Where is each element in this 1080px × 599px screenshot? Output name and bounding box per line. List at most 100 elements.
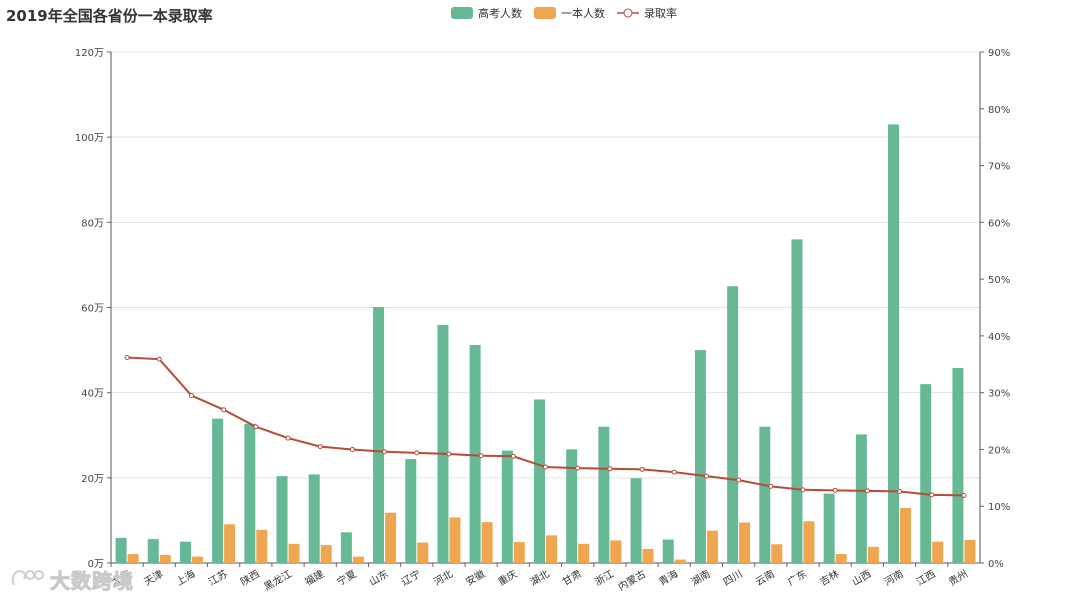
x-axis-tick-label: 青海	[656, 567, 680, 588]
bar-gaokao-renshu	[405, 459, 417, 563]
point-luqulv	[897, 488, 903, 494]
x-axis-tick-label: 甘肃	[560, 567, 584, 588]
point-luqulv	[575, 465, 581, 471]
left-axis-tick-label: 40万	[81, 389, 104, 400]
bar-gaokao-renshu	[598, 426, 610, 563]
legend-swatch	[451, 7, 473, 19]
bar-gaokao-renshu	[244, 423, 256, 563]
bar-yiben-renshu	[546, 535, 557, 563]
x-axis-tick-label: 云南	[753, 567, 777, 588]
bar-gaokao-renshu	[373, 307, 385, 563]
right-axis-tick-label: 70%	[988, 162, 1010, 173]
chart-title: 2019年全国各省份一本录取率	[6, 7, 213, 25]
legend-label: 高考人数	[478, 6, 522, 20]
legend-label: 录取率	[644, 6, 677, 20]
right-axis-tick-label: 50%	[988, 275, 1010, 286]
bar-yiben-renshu	[803, 521, 815, 563]
bar-gaokao-renshu	[823, 493, 835, 563]
bar-yiben-renshu	[674, 559, 686, 563]
legend-swatch	[534, 7, 556, 19]
point-luqulv	[317, 444, 323, 450]
left-axis-tick-label: 0万	[88, 559, 104, 570]
bar-gaokao-renshu	[469, 344, 481, 563]
bar-yiben-renshu	[739, 522, 751, 563]
bar-gaokao-renshu	[308, 474, 320, 563]
right-axis-tick-label: 20%	[988, 445, 1010, 456]
point-luqulv	[253, 424, 259, 430]
point-luqulv	[446, 451, 452, 457]
bar-gaokao-renshu	[566, 449, 578, 563]
point-luqulv	[510, 453, 516, 459]
bar-gaokao-renshu	[340, 532, 352, 563]
right-axis-tick-label: 40%	[988, 332, 1010, 343]
point-luqulv	[736, 477, 742, 483]
bar-yiben-renshu	[835, 554, 847, 563]
bar-yiben-renshu	[127, 554, 139, 563]
watermark-logo-icon	[11, 569, 44, 586]
right-axis-tick-label: 80%	[988, 105, 1010, 116]
x-axis-tick-label: 宁夏	[335, 567, 359, 588]
x-axis-tick-label: 江西	[914, 568, 937, 588]
x-axis-tick-label: 广东	[785, 567, 809, 588]
watermark-text: 大数跨境	[50, 569, 134, 594]
point-luqulv	[349, 446, 355, 452]
bar-gaokao-renshu	[791, 239, 803, 563]
x-axis-tick-label: 天津	[142, 568, 165, 588]
bar-gaokao-renshu	[212, 418, 224, 563]
x-axis-tick-label: 四川	[722, 569, 745, 589]
x-axis-tick-label: 贵州	[946, 567, 970, 588]
bar-yiben-renshu	[900, 508, 912, 563]
point-luqulv	[221, 407, 227, 413]
bar-gaokao-renshu	[727, 286, 739, 563]
x-axis-tick-label: 河北	[432, 568, 455, 588]
point-luqulv	[961, 492, 967, 498]
bar-yiben-renshu	[578, 543, 590, 563]
x-axis-tick-label: 陕西	[238, 567, 262, 588]
bar-gaokao-renshu	[501, 450, 513, 563]
bar-yiben-renshu	[932, 541, 944, 563]
x-axis-tick-label: 江苏	[206, 567, 230, 588]
point-luqulv	[864, 488, 870, 494]
bar-gaokao-renshu	[179, 541, 191, 563]
point-luqulv	[124, 354, 130, 360]
x-axis-tick-label: 山西	[850, 568, 873, 588]
point-luqulv	[929, 492, 935, 498]
left-axis-tick-label: 100万	[75, 133, 104, 144]
bar-yiben-renshu	[449, 517, 461, 563]
right-axis-tick-label: 30%	[988, 389, 1010, 400]
x-axis-tick-label: 辽宁	[399, 567, 423, 588]
bar-yiben-renshu	[191, 556, 203, 563]
bar-gaokao-renshu	[115, 537, 127, 563]
x-axis-tick-label: 浙江	[593, 568, 616, 588]
bar-gaokao-renshu	[694, 350, 706, 563]
bar-gaokao-renshu	[534, 399, 545, 563]
bar-yiben-renshu	[385, 512, 397, 563]
bar-gaokao-renshu	[888, 124, 900, 564]
point-luqulv	[703, 473, 709, 479]
x-axis-tick-label: 黑龙江	[262, 567, 294, 593]
legend-label: 一本人数	[561, 6, 605, 20]
x-axis-tick-label: 吉林	[817, 567, 841, 588]
bar-gaokao-renshu	[920, 384, 932, 563]
x-axis-tick-label: 河南	[882, 567, 906, 588]
point-luqulv	[478, 453, 484, 459]
bar-yiben-renshu	[706, 530, 718, 563]
bar-yiben-renshu	[320, 545, 332, 563]
right-axis-tick-label: 0%	[988, 559, 1004, 570]
bar-gaokao-renshu	[630, 478, 642, 563]
bar-yiben-renshu	[964, 540, 976, 563]
bar-yiben-renshu	[288, 543, 300, 563]
x-axis-tick-label: 湖北	[528, 568, 551, 588]
point-luqulv	[382, 449, 388, 455]
bar-yiben-renshu	[867, 546, 879, 563]
x-axis-tick-label: 湖南	[689, 567, 713, 588]
bar-yiben-renshu	[256, 529, 268, 563]
right-axis-tick-label: 10%	[988, 502, 1010, 513]
bar-gaokao-renshu	[147, 539, 159, 563]
point-luqulv	[671, 469, 677, 475]
bar-gaokao-renshu	[662, 539, 674, 563]
bar-gaokao-renshu	[759, 426, 771, 563]
point-luqulv	[414, 450, 420, 456]
